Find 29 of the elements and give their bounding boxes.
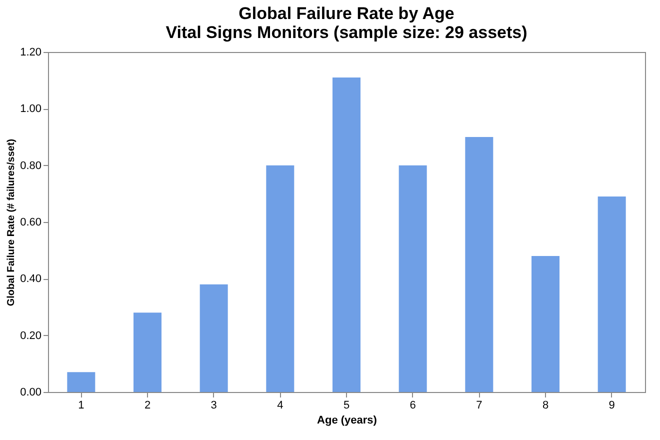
x-tick-label: 8 — [542, 400, 549, 412]
x-tick-label: 6 — [410, 400, 416, 412]
y-tick-label: 0.40 — [20, 273, 42, 286]
x-tick-label: 2 — [144, 400, 151, 412]
bar — [398, 165, 427, 392]
bar — [465, 137, 494, 392]
chart-title: Global Failure Rate by Age — [238, 4, 454, 23]
bar — [200, 284, 228, 392]
x-tick-label: 1 — [78, 400, 84, 412]
x-tick-label: 9 — [608, 400, 615, 412]
x-tick-label: 7 — [476, 400, 482, 412]
x-tick-label: 5 — [343, 400, 350, 412]
bar — [598, 196, 626, 392]
x-tick-label: 4 — [277, 400, 284, 412]
x-tick-label: 3 — [210, 400, 217, 412]
y-tick-label: 0.60 — [20, 216, 42, 228]
y-tick-label: 0.00 — [20, 386, 42, 398]
bar — [266, 165, 294, 392]
bar — [67, 372, 96, 392]
y-tick-label: 0.80 — [20, 160, 42, 172]
x-axis-title: Age (years) — [317, 414, 378, 426]
y-tick-label: 1.00 — [20, 103, 42, 116]
y-tick-label: 1.20 — [20, 46, 42, 58]
bar — [532, 256, 560, 392]
y-axis-title: Global Failure Rate (# failures/sset) — [6, 138, 18, 306]
y-tick-label: 0.20 — [20, 330, 42, 342]
bar — [134, 312, 162, 392]
chart-subtitle: Vital Signs Monitors (sample size: 29 assets) — [166, 23, 528, 42]
bar — [332, 78, 360, 392]
